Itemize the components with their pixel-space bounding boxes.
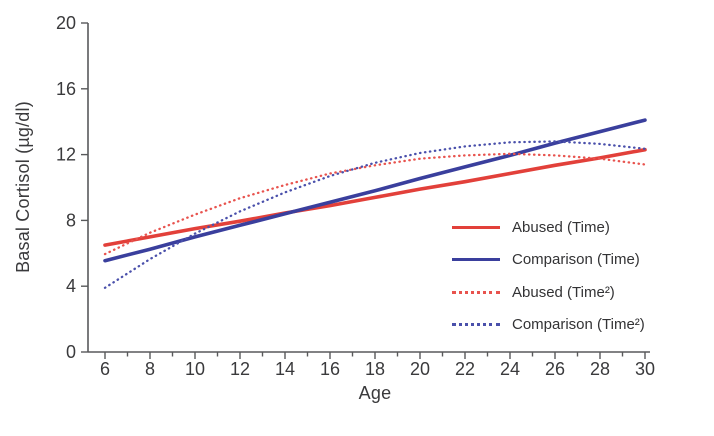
svg-text:6: 6 <box>100 359 110 379</box>
legend-item-comparison-time: Comparison (Time) <box>452 244 645 277</box>
svg-text:12: 12 <box>56 145 76 165</box>
x-axis-title: Age <box>358 383 392 403</box>
legend: Abused (Time) Comparison (Time) Abused (… <box>452 211 645 341</box>
svg-text:0: 0 <box>66 342 76 362</box>
svg-text:26: 26 <box>545 359 565 379</box>
svg-text:20: 20 <box>410 359 430 379</box>
svg-text:30: 30 <box>635 359 655 379</box>
svg-text:22: 22 <box>455 359 475 379</box>
legend-line-abused-time2-icon <box>452 290 500 294</box>
svg-text:20: 20 <box>56 13 76 33</box>
svg-text:18: 18 <box>365 359 385 379</box>
legend-label-abused-time: Abused (Time) <box>512 218 610 236</box>
legend-label-abused-time2: Abused (Time²) <box>512 283 615 301</box>
svg-text:28: 28 <box>590 359 610 379</box>
legend-item-comparison-time2: Comparison (Time²) <box>452 309 645 342</box>
legend-item-abused-time: Abused (Time) <box>452 211 645 244</box>
legend-label-comparison-time2: Comparison (Time²) <box>512 316 645 334</box>
legend-line-comparison-time2-icon <box>452 323 500 327</box>
y-axis-title: Basal Cortisol (µg/dl) <box>13 101 33 273</box>
svg-text:14: 14 <box>275 359 295 379</box>
svg-text:24: 24 <box>500 359 520 379</box>
svg-text:10: 10 <box>185 359 205 379</box>
svg-text:4: 4 <box>66 276 76 296</box>
legend-item-abused-time2: Abused (Time²) <box>452 276 645 309</box>
svg-text:8: 8 <box>66 210 76 230</box>
legend-line-abused-time-icon <box>452 225 500 229</box>
svg-text:8: 8 <box>145 359 155 379</box>
svg-text:12: 12 <box>230 359 250 379</box>
svg-text:16: 16 <box>56 79 76 99</box>
svg-text:16: 16 <box>320 359 340 379</box>
legend-line-comparison-time-icon <box>452 258 500 262</box>
legend-label-comparison-time: Comparison (Time) <box>512 251 640 269</box>
